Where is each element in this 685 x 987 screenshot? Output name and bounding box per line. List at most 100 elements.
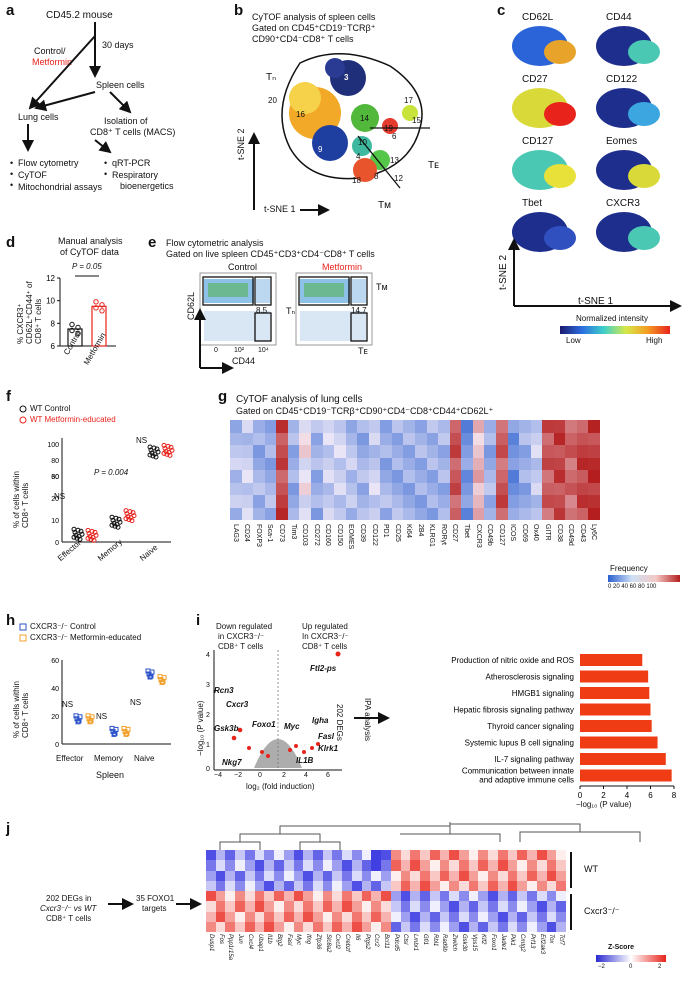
j-heat-cell [322,901,333,912]
e-metformin-value: 14.7 [351,306,367,315]
g-heat-cell [426,420,439,433]
j-arrow-2 [176,898,202,910]
g-heat-cell [519,507,531,520]
j-heat-cell [215,850,226,861]
j-heat-cell [235,911,245,922]
j-heat-cell [517,860,528,871]
g-heat-cell [334,445,346,458]
g-heat-cell [264,420,277,433]
j-heat-cell [332,901,343,912]
j-heat-cell [322,911,333,922]
f-point [129,518,135,524]
j-gene-label: Rad9b [441,934,448,952]
e-metformin: Metformin [322,262,363,272]
j-heat-cell [468,880,479,891]
h-legend-symbols [19,623,27,642]
g-heat-cell [449,495,462,508]
e-control-plot [199,272,277,346]
j-heat-cell [225,870,236,881]
j-heat-cell [410,911,421,922]
b-cluster-14: 14 [360,114,369,123]
h-ylabel: % of cells within CD8⁺ T cells [12,681,30,738]
j-heat-cell [536,870,547,881]
g-heat-cell [542,432,554,445]
f-point [71,534,77,540]
g-heat-cell [495,495,508,508]
g-marker-label: Sca-1 [266,524,274,543]
i-pathway-label: Systemic lupus B cell signaling [465,739,574,748]
j-left3: CD8⁺ T cells [46,914,92,923]
g-heat-cell [576,420,589,433]
j-heat-cell [390,901,401,912]
j-gene-label: Btg2 [275,934,282,947]
j-heat-cell [420,911,430,922]
g-heat-cell [426,507,439,520]
j-heat-cell [478,880,489,891]
j-heat-cell [244,891,255,902]
c-marker-label: CD62L [522,12,554,23]
g-legend-bar [608,575,680,582]
j-heat-cell [410,891,421,902]
j-heat-cell [517,850,528,861]
i-down-3: CD8⁺ T cells [218,642,264,651]
g-heat-cell [380,420,392,433]
f-point [164,451,170,457]
j-heat-cell [497,921,508,932]
b-cluster-2: 2 [300,63,305,72]
g-heat-cell [299,495,311,508]
f-point [123,516,129,522]
f-point [155,449,161,455]
i-down-1: Down regulated [216,622,273,631]
b-cluster-6: 6 [392,132,397,141]
i-xtick-1: −2 [234,772,242,779]
j-heat-cell [400,911,411,922]
j-heat-cell [449,921,459,932]
f-point [88,536,94,542]
b-cluster-3: 3 [344,73,349,82]
f-y-tick-label: 0 [55,540,59,547]
j-heat-cell [536,880,547,891]
j-heat-cell [420,891,430,902]
i-gene-ftl2: Ftl2-ps [310,664,337,673]
j-heat-cell [390,860,401,871]
j-gene-label: Crebzf [344,934,351,952]
j-heat-cell [371,921,382,932]
j-heat-cell [225,891,236,902]
c-tile-hotspot [628,40,660,64]
g-heat-cell [588,445,600,458]
h-point [159,680,165,686]
panel-label-b: b [234,2,244,19]
j-heat-cell [371,891,382,902]
g-marker-label: LAG3 [231,524,239,542]
j-gene-label: Ubap1 [256,934,263,952]
j-heat-cell [332,911,343,922]
j-heat-cell [225,880,236,891]
j-heat-cell [439,880,450,891]
j-heat-cell [449,860,459,871]
j-heat-cell [313,870,323,881]
g-heat-cell [484,445,496,458]
g-heat-cell [334,470,346,483]
j-heat-cell [439,901,450,912]
a-days: 30 days [102,40,134,50]
f-point [113,515,119,521]
i-xtick-4: 4 [304,772,308,779]
g-heat-cell [553,507,566,520]
j-gene-label: Vps15 [470,934,477,952]
g-marker-label: CD39 [358,524,366,542]
g-heat-cell [438,470,450,483]
j-heat-cell [400,880,411,891]
j-heat-cell [274,870,284,881]
h-legend-metformin: CXCR3⁻/⁻ Metformin-educated [30,633,142,642]
g-heat-cell [357,445,369,458]
j-heat-cell [527,870,537,881]
f-point [154,446,160,452]
j-heat-cell [429,860,440,871]
g-heat-cell [542,507,554,520]
g-heat-cell [310,445,323,458]
g-marker-label: CD43 [578,524,586,542]
f-point [153,454,159,460]
g-heat-cell [380,495,392,508]
i-pathway-label: Thyroid cancer signaling [487,722,574,731]
g-marker-label: Tim3 [289,524,297,540]
